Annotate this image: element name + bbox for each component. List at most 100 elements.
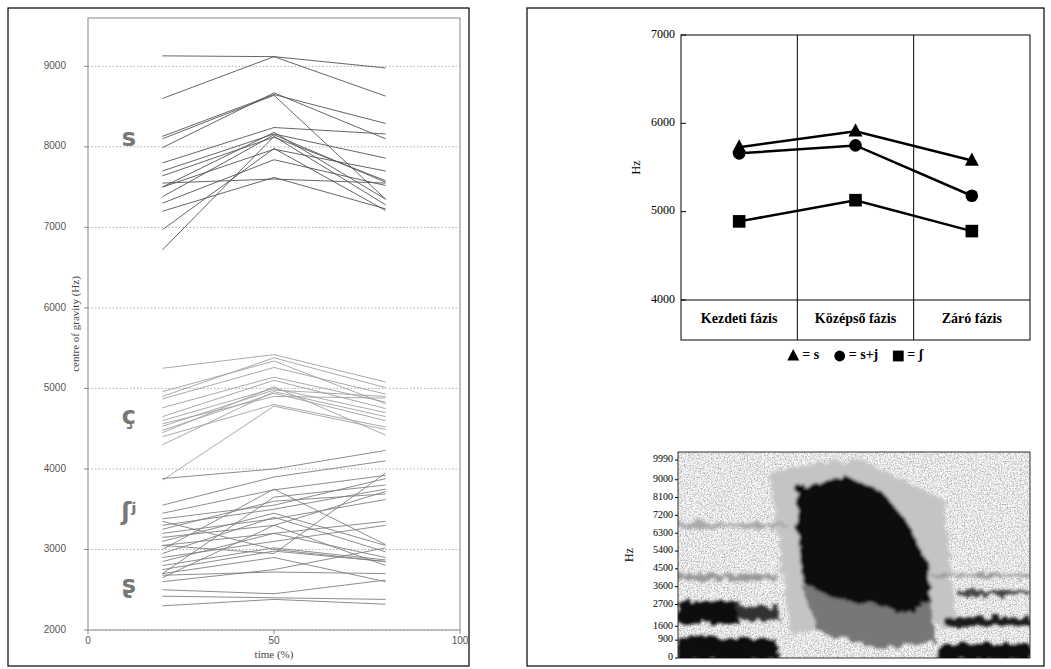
legend-marker [834, 351, 845, 362]
data-point [849, 139, 862, 152]
series-line [162, 387, 385, 435]
spectrogram-noise [678, 452, 1030, 658]
tick-label: 100 [452, 635, 469, 646]
category-label: Kezdeti fázis [701, 311, 778, 326]
data-point [966, 225, 979, 238]
series-line [162, 461, 385, 505]
series-line [162, 95, 385, 137]
series-line [162, 56, 385, 68]
tick [84, 146, 88, 147]
plot-frame [88, 18, 460, 630]
legend-marker [787, 349, 799, 360]
tick [84, 227, 88, 228]
tick [88, 630, 89, 634]
data-point [966, 189, 979, 202]
y-axis-title: Hz [622, 548, 636, 562]
legend-marker [893, 351, 904, 362]
tick [274, 630, 275, 634]
tick-label: 5000 [651, 203, 675, 217]
series-line [162, 485, 385, 574]
tick-label: 9000 [653, 473, 673, 484]
tick [681, 35, 686, 36]
series-line [162, 596, 385, 599]
tick-label: 7200 [653, 509, 673, 520]
tick-label: 4000 [651, 292, 675, 306]
tick [681, 123, 686, 124]
tick [84, 468, 88, 469]
series-line [162, 377, 385, 408]
group-label: ʃʲ [120, 498, 136, 526]
y-axis-title: Hz [629, 161, 643, 175]
tick-label: 50 [268, 635, 280, 646]
series-line [162, 548, 385, 582]
tick [675, 515, 678, 516]
series-line [162, 93, 385, 148]
series-line [162, 489, 385, 549]
divider [797, 35, 798, 340]
series-line [739, 145, 972, 195]
y-axis-title: centre of gravity (Hz) [69, 276, 82, 372]
energy-region [738, 606, 780, 620]
series-group [732, 123, 979, 237]
series-line [162, 450, 385, 478]
x-axis [681, 300, 1030, 301]
series-line [162, 134, 385, 171]
series-line [162, 521, 385, 561]
series-line [162, 135, 385, 197]
tick [675, 479, 678, 480]
divider [913, 35, 914, 340]
series-line [162, 355, 385, 382]
tick [675, 551, 678, 552]
group-label: s [122, 124, 136, 152]
tick [675, 658, 678, 659]
tick [681, 300, 686, 301]
cog-chart: 20003000400050006000700080009000050100ti… [44, 18, 469, 661]
tick-label: 6000 [44, 302, 67, 313]
energy-region [678, 523, 788, 528]
grid-line [88, 227, 460, 228]
tick [84, 549, 88, 550]
series-line [162, 148, 385, 229]
series-line [162, 132, 385, 199]
tick-label: 7000 [44, 221, 67, 232]
tick [675, 626, 678, 627]
tick-label: 9990 [653, 453, 673, 464]
tick [460, 630, 461, 634]
series-line [162, 393, 385, 430]
tick-label: 9000 [44, 60, 67, 71]
group-label: ç [122, 402, 136, 430]
tick [681, 211, 686, 212]
tick-label: 0 [85, 635, 91, 646]
tick [675, 604, 678, 605]
series-line [162, 572, 385, 575]
series-line [162, 137, 385, 180]
x-axis-title: time (%) [255, 648, 294, 661]
tick-label: 6300 [653, 527, 673, 538]
data-point [733, 147, 746, 160]
series-line [162, 396, 385, 423]
tick-label: 3000 [44, 543, 67, 554]
plot-frame [681, 35, 1030, 340]
tick-label: 900 [658, 633, 673, 644]
spectrogram: 0900160027003600450054006300720081009000… [622, 452, 1030, 662]
series-line [162, 95, 385, 199]
tick-label: 5000 [44, 382, 67, 393]
data-point [849, 123, 863, 136]
figure: 20003000400050006000700080009000050100ti… [0, 0, 1051, 669]
tick [84, 307, 88, 308]
tick [675, 586, 678, 587]
data-point [849, 194, 862, 207]
tick-label: 8100 [653, 491, 673, 502]
grid-line [88, 307, 460, 308]
grid-line [88, 146, 460, 147]
legend-label: = s [802, 347, 819, 362]
tick [675, 460, 678, 461]
series-line [162, 177, 385, 211]
tick [84, 630, 88, 631]
tick-label: 3600 [653, 580, 673, 591]
energy-region [678, 574, 778, 580]
tick-label: 0 [668, 651, 673, 662]
lines [162, 56, 385, 606]
grid-line [88, 66, 460, 67]
energy [678, 460, 1030, 658]
